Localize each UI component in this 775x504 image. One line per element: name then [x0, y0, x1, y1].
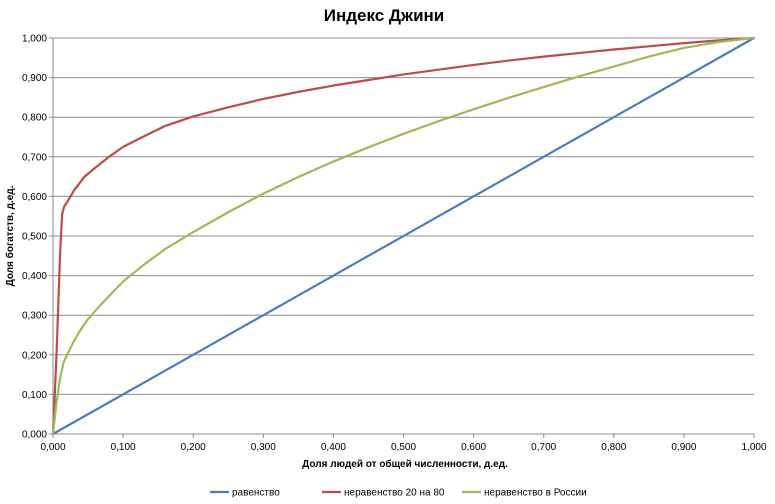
y-tick-label: 0,100	[22, 390, 47, 401]
series-line-1	[51, 36, 756, 436]
y-tick-label: 1,000	[22, 34, 47, 45]
x-tick-label: 0,800	[601, 442, 626, 453]
x-tick-label: 0,100	[111, 442, 136, 453]
legend-label: неравенство в России	[484, 488, 587, 499]
y-axis-label: Доля богатств, д.ед.	[4, 185, 16, 286]
series-line-2	[51, 36, 756, 436]
x-tick-label: 0,400	[321, 442, 346, 453]
axes	[49, 37, 755, 438]
x-tick-label: 0,700	[531, 442, 556, 453]
legend: равенство неравенство 20 на 80 неравенство…	[210, 488, 587, 499]
series-line-3	[51, 36, 756, 436]
x-tick-labels: 0,000 0,100 0,200 0,300 0,400 0,500 0,600 0,700…	[40, 442, 766, 453]
legend-label: равенство	[232, 488, 280, 499]
x-axis-label: Доля людей от общей численности, д.ед.	[302, 458, 508, 470]
y-tick-labels: 0,000 0,100 0,200 0,300 0,400 0,500 0,600 0,700…	[22, 34, 47, 441]
legend-label: неравенство 20 на 80	[344, 488, 445, 499]
x-tick-label: 0,600	[461, 442, 486, 453]
y-tick-label: 0,900	[22, 73, 47, 84]
y-tick-label: 0,600	[22, 192, 47, 203]
chart-title: Индекс Джини	[324, 6, 445, 25]
gridlines	[53, 37, 754, 395]
x-tick-label: 0,200	[181, 442, 206, 453]
y-tick-label: 0,800	[22, 113, 47, 124]
y-tick-label: 0,700	[22, 152, 47, 163]
x-tick-label: 1,000	[741, 442, 766, 453]
series-lines	[51, 36, 756, 436]
x-tick-label: 0,300	[251, 442, 276, 453]
x-tick-label: 0,900	[671, 442, 696, 453]
y-tick-label: 0,300	[22, 311, 47, 322]
y-tick-label: 0,500	[22, 232, 47, 243]
x-tick-label: 0,500	[391, 442, 416, 453]
y-tick-label: 0,000	[22, 430, 47, 441]
y-tick-label: 0,200	[22, 350, 47, 361]
x-tick-label: 0,000	[40, 442, 65, 453]
y-tick-label: 0,400	[22, 271, 47, 282]
